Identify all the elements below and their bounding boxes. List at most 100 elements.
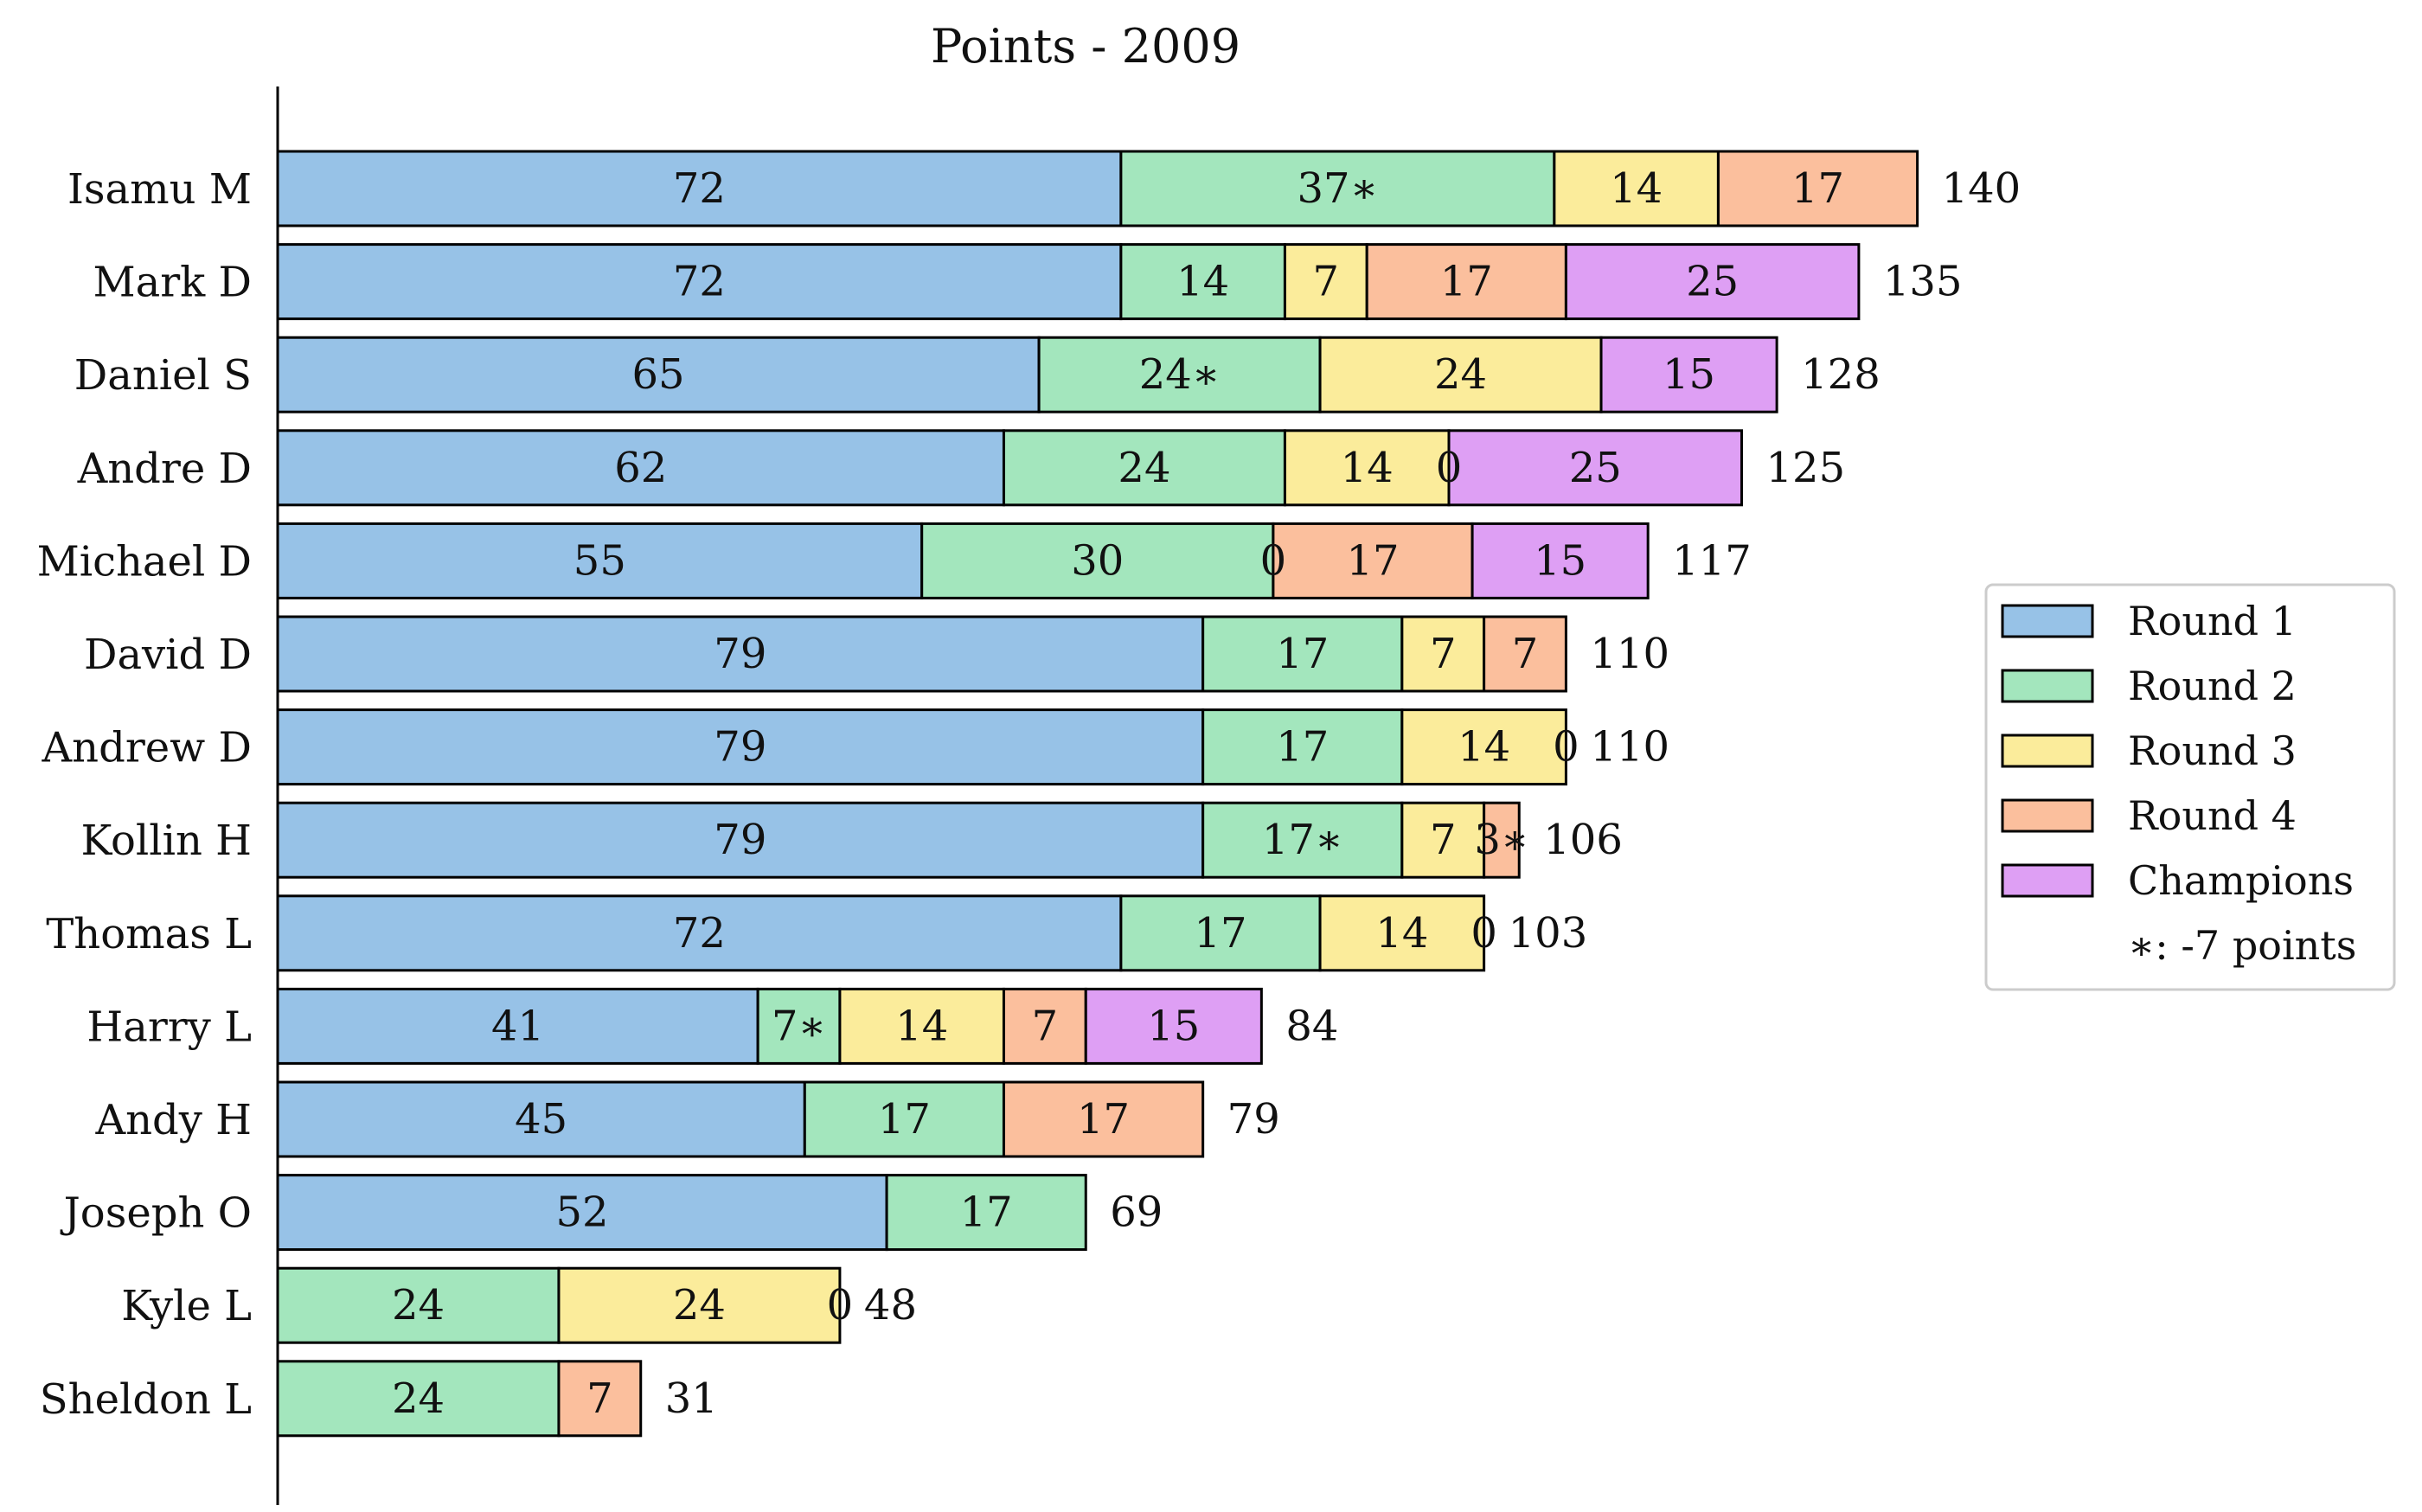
total-label-sheldon-l: 31 [665, 1374, 718, 1423]
legend-swatch-champions [2001, 863, 2094, 898]
data-label-round-4-kyle-l: 0 [827, 1281, 854, 1329]
data-label-round-2-mark-d: 14 [1176, 258, 1229, 306]
data-label-round-4-andre-d: 0 [1436, 444, 1463, 492]
data-label-round-3-michael-d: 0 [1260, 536, 1287, 585]
y-tick-label-thomas-l: Thomas L [46, 910, 252, 958]
total-label-michael-d: 117 [1672, 536, 1752, 585]
data-label-round-3-kollin-h: 7 [1430, 816, 1457, 864]
data-label-round-4-kollin-h: 3∗ [1474, 816, 1528, 864]
legend-swatch-round-1 [2001, 604, 2094, 638]
legend-label-round-1: Round 1 [2128, 598, 2297, 644]
data-label-round-4-andy-h: 17 [1077, 1095, 1130, 1144]
bar-round-2-michael-d [920, 522, 1275, 599]
bar-champions-daniel-s [1599, 336, 1778, 413]
bar-round-2-daniel-s [1037, 336, 1322, 413]
data-label-round-1-kollin-h: 79 [714, 816, 766, 864]
bar-round-2-joseph-o [885, 1174, 1087, 1252]
data-label-round-4-michael-d: 17 [1346, 536, 1399, 585]
legend-swatch-round-2 [2001, 669, 2094, 703]
total-label-joseph-o: 69 [1110, 1188, 1163, 1237]
data-label-round-4-sheldon-l: 7 [586, 1374, 613, 1423]
data-label-round-3-andrew-d: 14 [1458, 723, 1510, 772]
y-tick-label-harry-l: Harry L [86, 1003, 252, 1051]
bar-champions-andre-d [1447, 429, 1743, 507]
data-label-round-2-harry-l: 7∗ [772, 1002, 826, 1050]
data-label-round-4-harry-l: 7 [1032, 1002, 1059, 1050]
legend-label-round-3: Round 3 [2128, 727, 2297, 774]
total-label-thomas-l: 103 [1509, 909, 1588, 958]
total-label-daniel-s: 128 [1801, 350, 1881, 399]
bar-round-2-harry-l [756, 987, 842, 1065]
bar-round-2-sheldon-l [276, 1360, 561, 1438]
legend: Round 1 Round 2 Round 3 Round 4 Champions ∗: … [1984, 583, 2396, 991]
bar-round-3-isamu-m [1553, 150, 1720, 227]
bar-round-1-daniel-s [276, 336, 1041, 413]
bar-round-3-andrew-d [1400, 708, 1567, 786]
data-label-round-2-andy-h: 17 [878, 1095, 931, 1144]
data-label-round-1-michael-d: 55 [573, 536, 626, 585]
data-label-round-3-kyle-l: 24 [673, 1281, 726, 1329]
total-label-kyle-l: 48 [864, 1281, 917, 1329]
data-label-round-1-isamu-m: 72 [673, 164, 726, 213]
data-label-round-3-andre-d: 14 [1341, 444, 1394, 492]
bar-champions-mark-d [1564, 243, 1861, 321]
data-label-round-2-andrew-d: 17 [1276, 723, 1329, 772]
y-tick-label-andre-d: Andre D [77, 445, 252, 493]
data-label-round-3-daniel-s: 24 [1434, 350, 1487, 399]
bar-round-3-kyle-l [557, 1266, 842, 1344]
legend-swatch-round-4 [2001, 798, 2094, 833]
bar-round-1-andrew-d [276, 708, 1205, 786]
total-label-harry-l: 84 [1285, 1002, 1338, 1050]
total-label-kollin-h: 106 [1543, 816, 1623, 864]
legend-label-round-4: Round 4 [2128, 792, 2297, 839]
data-label-round-1-harry-l: 41 [491, 1002, 544, 1050]
data-label-round-2-kollin-h: 17∗ [1262, 816, 1343, 864]
data-label-round-1-andy-h: 45 [515, 1095, 567, 1144]
chart-title: Points - 2009 [931, 19, 1240, 74]
y-tick-label-isamu-m: Isamu M [67, 165, 252, 214]
bar-round-2-andre-d [1002, 429, 1286, 507]
data-label-round-4-thomas-l: 0 [1470, 909, 1497, 958]
bar-round-4-isamu-m [1716, 150, 1919, 227]
data-label-round-3-david-d: 7 [1430, 630, 1457, 678]
y-tick-label-david-d: David D [84, 631, 252, 679]
total-label-isamu-m: 140 [1942, 164, 2022, 213]
data-label-round-2-daniel-s: 24∗ [1139, 350, 1221, 399]
bar-round-2-thomas-l [1119, 894, 1322, 972]
total-label-andre-d: 125 [1766, 444, 1846, 492]
data-label-champions-harry-l: 15 [1147, 1002, 1200, 1050]
data-label-round-1-david-d: 79 [714, 630, 766, 678]
y-tick-label-michael-d: Michael D [37, 537, 252, 586]
data-label-round-3-isamu-m: 14 [1610, 164, 1663, 213]
data-label-champions-andre-d: 25 [1569, 444, 1622, 492]
data-label-round-2-david-d: 17 [1276, 630, 1329, 678]
data-label-champions-michael-d: 15 [1534, 536, 1586, 585]
data-label-round-2-andre-d: 24 [1118, 444, 1170, 492]
data-label-round-2-sheldon-l: 24 [392, 1374, 445, 1423]
data-label-round-3-thomas-l: 14 [1375, 909, 1428, 958]
data-label-round-1-mark-d: 72 [673, 258, 726, 306]
data-label-champions-daniel-s: 15 [1663, 350, 1715, 399]
bar-round-4-michael-d [1272, 522, 1474, 599]
data-label-round-1-thomas-l: 72 [673, 909, 726, 958]
data-label-round-2-joseph-o: 17 [960, 1188, 1013, 1237]
bar-round-2-isamu-m [1119, 150, 1556, 227]
data-label-round-1-andre-d: 62 [614, 444, 667, 492]
bar-round-3-harry-l [838, 987, 1005, 1065]
data-label-round-2-isamu-m: 37∗ [1298, 164, 1379, 213]
y-tick-label-kyle-l: Kyle L [121, 1282, 252, 1330]
bar-round-1-harry-l [276, 987, 759, 1065]
data-label-round-4-david-d: 7 [1512, 630, 1539, 678]
data-label-round-3-harry-l: 14 [895, 1002, 948, 1050]
y-tick-label-mark-d: Mark D [93, 259, 252, 307]
total-label-andrew-d: 110 [1590, 723, 1669, 772]
bar-round-3-david-d [1400, 615, 1486, 693]
data-label-round-2-michael-d: 30 [1071, 536, 1124, 585]
bars-layer [276, 150, 1919, 1438]
data-label-round-4-mark-d: 17 [1440, 258, 1493, 306]
bar-round-3-andre-d [1283, 429, 1451, 507]
data-label-round-1-joseph-o: 52 [556, 1188, 609, 1237]
bar-round-2-david-d [1201, 615, 1404, 693]
bar-round-1-michael-d [276, 522, 924, 599]
